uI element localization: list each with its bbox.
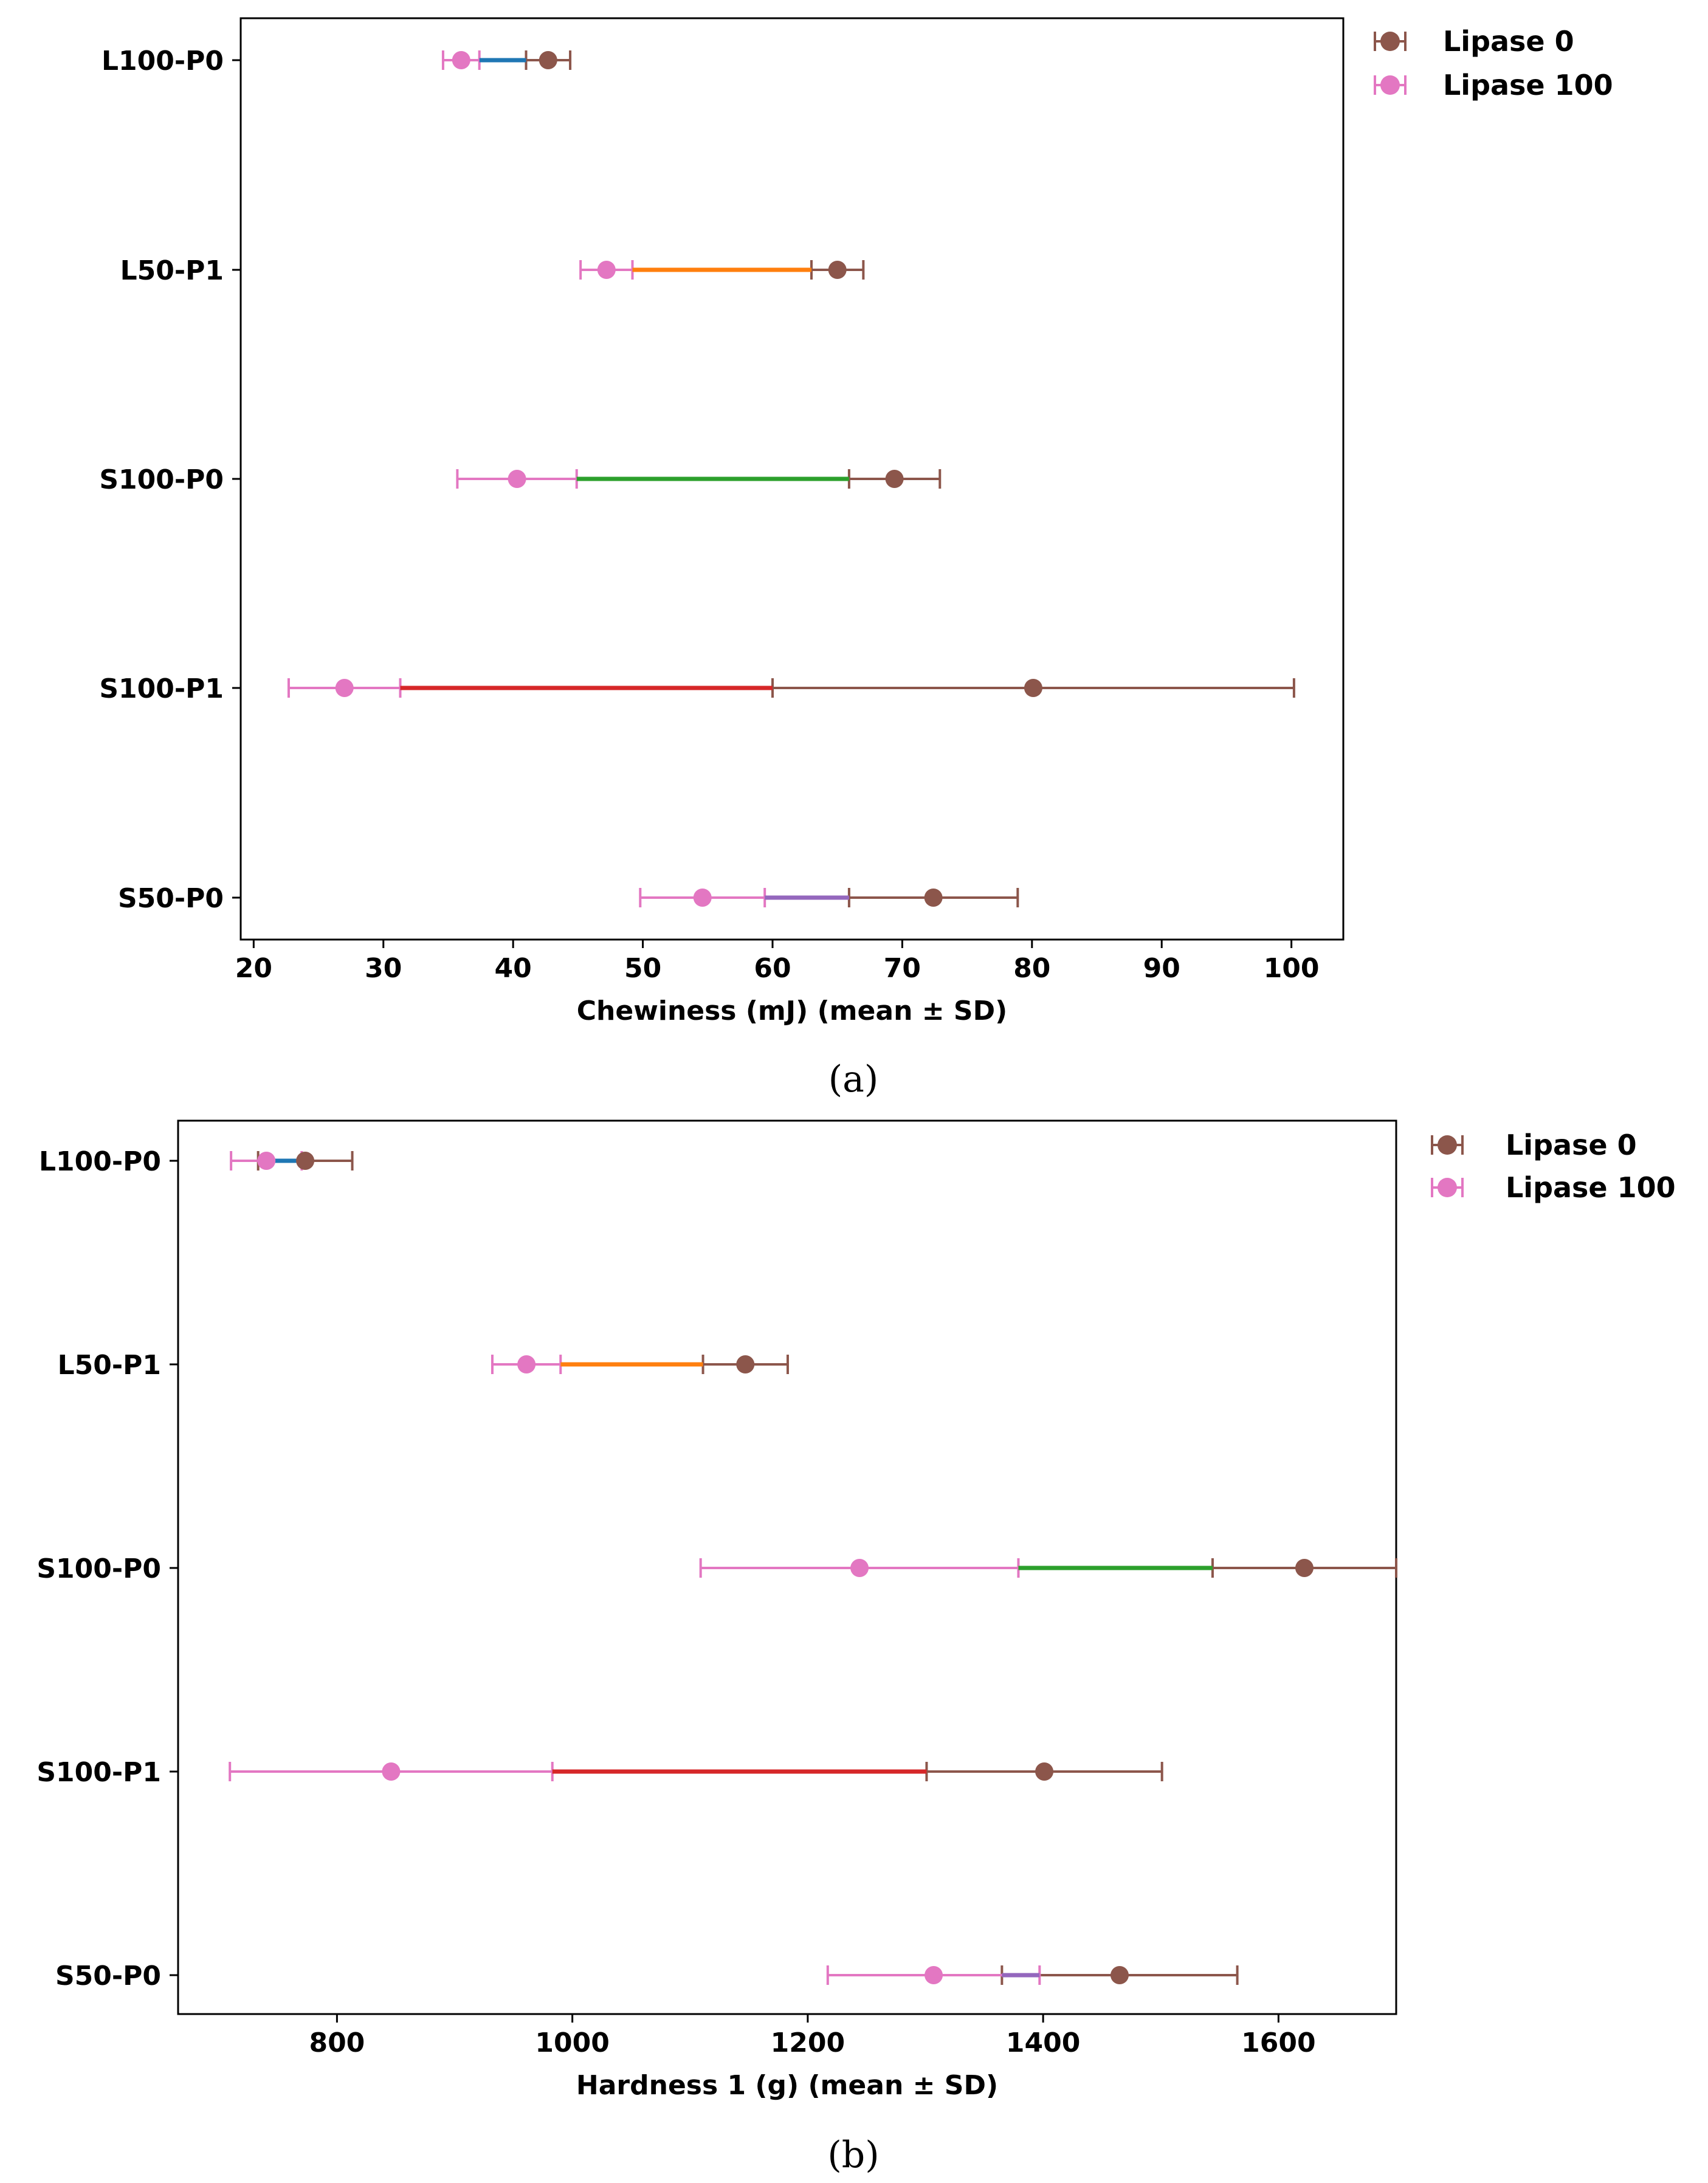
y-tick-label: S100-P1 [36,1757,161,1788]
legend-label: Lipase 100 [1443,69,1613,101]
y-tick-label: L50-P1 [120,255,224,286]
legend-marker-lipase0 [1438,1135,1457,1155]
lipase0-point [1295,1559,1314,1577]
lipase0-point [1024,679,1042,697]
x-tick-label: 20 [235,953,272,984]
chart-a: 20 30 40 50 60 70 80 90 100 Chewiness (mJ) (mean … [99,17,1613,1101]
x-tick-label: 90 [1143,953,1180,984]
x-tick-label: 70 [884,953,921,984]
lipase100-point [257,1152,276,1170]
x-tick-label: 1600 [1241,2027,1315,2058]
chart-b: 800 1000 1200 1400 1600 Hardness 1 (g) (mean … [36,1119,1676,2176]
lipase100-point [508,470,526,488]
lipase100-point [925,1966,943,1984]
legend-label: Lipase 100 [1506,1171,1676,1204]
y-tick-label: S100-P1 [99,673,224,704]
y-tick-label: S100-P0 [99,464,224,495]
legend-marker-lipase100 [1380,75,1400,95]
y-tick-label: L100-P0 [102,46,224,77]
legend: Lipase 0 Lipase 100 [1374,25,1613,101]
y-tick-label: L50-P1 [58,1350,161,1381]
lipase100-point [693,889,712,907]
lipase0-point [296,1152,315,1170]
lipase0-point [885,470,904,488]
x-tick-label: 50 [624,953,661,984]
y-tick-label: S50-P0 [55,1961,161,1992]
lipase0-point [736,1355,755,1373]
x-tick-label: 1000 [535,2027,609,2058]
legend-marker-lipase100 [1438,1178,1457,1197]
x-axis-title: Hardness 1 (g) (mean ± SD) [576,2070,998,2101]
y-tick-label: S50-P0 [118,883,224,914]
x-tick-label: 1400 [1006,2027,1080,2058]
x-tick-label: 40 [495,953,532,984]
x-tick-label: 800 [309,2027,365,2058]
lipase0-point [1110,1966,1129,1984]
figure-caption: (b) [827,2134,879,2176]
lipase0-point [539,51,557,69]
lipase100-point [335,679,354,697]
lipase0-point [1035,1762,1054,1781]
lipase100-point [597,261,616,279]
x-tick-label: 30 [365,953,402,984]
lipase100-point [850,1559,869,1577]
y-tick-label: L100-P0 [39,1146,161,1177]
lipase100-point [517,1355,536,1373]
lipase100-point [452,51,470,69]
figure-caption: (a) [828,1058,879,1101]
legend-marker-lipase0 [1380,32,1400,51]
legend: Lipase 0 Lipase 100 [1431,1129,1676,1204]
legend-label: Lipase 0 [1443,25,1574,58]
x-tick-label: 100 [1264,953,1320,984]
x-tick-label: 80 [1013,953,1050,984]
y-tick-label: S100-P0 [36,1553,161,1584]
lipase0-point [924,889,943,907]
x-axis-title: Chewiness (mJ) (mean ± SD) [577,995,1007,1026]
x-tick-label: 1200 [771,2027,845,2058]
legend-label: Lipase 0 [1506,1129,1637,1161]
lipase0-point [828,261,847,279]
lipase100-point [382,1762,401,1781]
x-tick-label: 60 [754,953,791,984]
